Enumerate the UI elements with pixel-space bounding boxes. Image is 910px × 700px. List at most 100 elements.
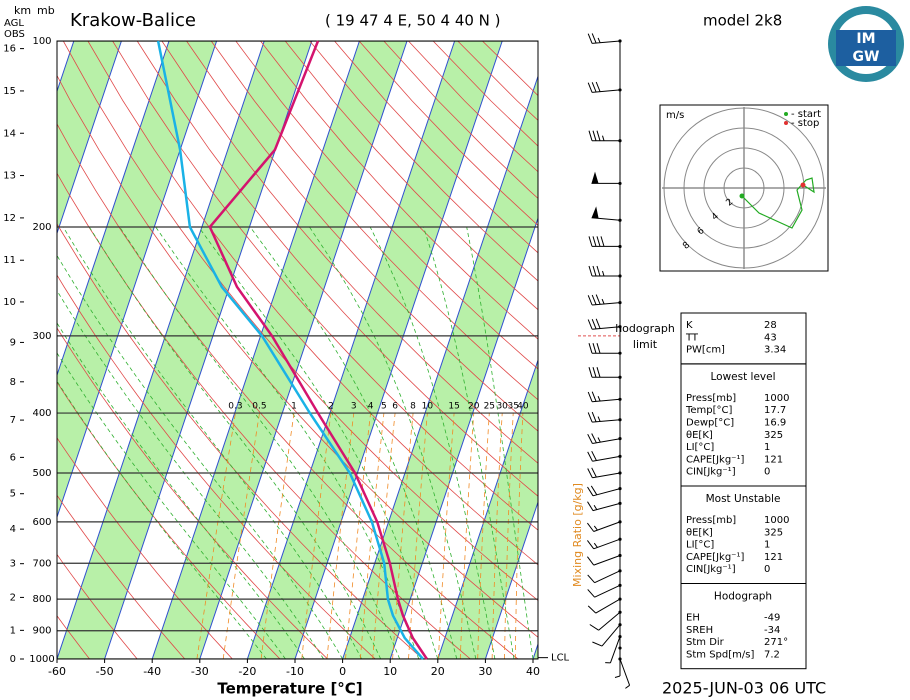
wind-barb bbox=[587, 81, 621, 93]
y-tick-label: 100 bbox=[32, 36, 51, 47]
coords: ( 19 47 4 E, 50 4 40 N ) bbox=[325, 12, 501, 30]
wind-barb bbox=[587, 521, 621, 532]
wind-barb bbox=[588, 343, 620, 354]
x-axis-label: Temperature [°C] bbox=[217, 680, 362, 698]
wind-barb bbox=[591, 171, 620, 184]
wind-barb bbox=[588, 236, 620, 247]
wind-barb bbox=[588, 265, 620, 277]
legend-start-dot bbox=[784, 112, 788, 116]
logo-band bbox=[836, 30, 896, 66]
height-tick-label: 2 bbox=[10, 592, 16, 603]
hodo-ring-label: 8 bbox=[681, 240, 692, 252]
x-tick-label: -10 bbox=[286, 665, 304, 678]
dry-adiabat bbox=[210, 41, 538, 401]
wind-level bbox=[618, 454, 622, 458]
hodo-ring-label: 4 bbox=[710, 211, 721, 223]
section-title: Hodograph bbox=[714, 591, 772, 603]
wind-barb bbox=[587, 501, 621, 512]
mixing-ratio-tick-label: 20 bbox=[468, 402, 480, 412]
wind-barb bbox=[587, 294, 621, 306]
wind-barb bbox=[587, 570, 621, 584]
isotherm bbox=[57, 41, 170, 377]
row-label: θE[K] bbox=[686, 527, 713, 538]
height-tick-label: 10 bbox=[3, 297, 16, 308]
dry-adiabat bbox=[57, 437, 233, 659]
row-label: Press[mb] bbox=[686, 393, 736, 404]
x-tick-label: 10 bbox=[383, 665, 397, 678]
isotherm bbox=[389, 216, 538, 659]
date: 2025-JUN-03 06 UTC bbox=[662, 679, 826, 698]
isotherm bbox=[437, 358, 538, 659]
logo-top: IM bbox=[856, 31, 875, 47]
isotherm bbox=[151, 41, 360, 659]
row-value: 1 bbox=[764, 442, 770, 453]
mixing-ratio-tick-label: 25 bbox=[484, 402, 495, 412]
mixing-ratio-tick-label: 6 bbox=[392, 402, 398, 412]
row-value: 1000 bbox=[764, 393, 789, 404]
isotherm-band bbox=[57, 41, 312, 659]
hodograph-limit-label: hodograph bbox=[615, 322, 675, 335]
row-value: 271° bbox=[764, 637, 788, 648]
row-label: Stm Dir bbox=[686, 637, 725, 648]
row-value: 28 bbox=[764, 320, 777, 331]
isotherm bbox=[246, 41, 456, 659]
row-value: 43 bbox=[764, 332, 777, 343]
dry-adiabat bbox=[186, 41, 538, 432]
mixing-ratio-tick-label: 8 bbox=[410, 402, 416, 412]
row-label: θE[K] bbox=[686, 430, 713, 441]
y-tick-label: 1000 bbox=[29, 654, 54, 665]
row-value: 1 bbox=[764, 540, 770, 551]
wind-level bbox=[618, 218, 622, 222]
mixing-ratio-tick-label: 0.3 bbox=[228, 402, 242, 412]
moist-adiabat bbox=[57, 254, 343, 659]
row-label: CAPE[Jkg⁻¹] bbox=[686, 454, 744, 465]
hodo-ring bbox=[683, 127, 805, 249]
moist-adiabat bbox=[88, 226, 382, 659]
row-value: 325 bbox=[764, 430, 783, 441]
legend-start: - start bbox=[791, 109, 821, 120]
wind-barb bbox=[589, 611, 621, 631]
wind-barb bbox=[587, 391, 621, 403]
mixing-ratio-tick-label: 1 bbox=[291, 402, 297, 412]
row-label: CIN[Jkg⁻¹] bbox=[686, 467, 736, 478]
wind-level bbox=[618, 471, 622, 475]
row-label: TT bbox=[685, 332, 699, 343]
x-tick-label: -50 bbox=[96, 665, 114, 678]
wind-barb bbox=[587, 433, 621, 444]
y-tick-label: 700 bbox=[32, 558, 51, 569]
overlay: 0.3 0.5 1 2 3 4 5 6 8 10 15 20 25 30 35401002003004005… bbox=[3, 33, 826, 689]
row-label: K bbox=[686, 320, 693, 331]
dry-adiabat bbox=[57, 553, 138, 659]
moist-adiabat bbox=[369, 226, 496, 659]
row-label: Dewp[°C] bbox=[686, 418, 734, 429]
wind-barb bbox=[588, 367, 620, 378]
hodo-unit: m/s bbox=[666, 110, 684, 121]
wind-level bbox=[618, 325, 622, 329]
height-tick-label: 13 bbox=[3, 171, 16, 182]
y-tick-label: 200 bbox=[32, 222, 51, 233]
row-value: -34 bbox=[764, 625, 780, 636]
hodo-trace bbox=[741, 177, 815, 229]
row-label: CAPE[Jkg⁻¹] bbox=[686, 552, 744, 563]
dry-adiabat bbox=[161, 41, 538, 464]
row-label: Press[mb] bbox=[686, 515, 736, 526]
row-value: -49 bbox=[764, 613, 780, 624]
hodo-ring bbox=[723, 167, 765, 209]
wind-barb bbox=[587, 598, 621, 614]
section-title: Lowest level bbox=[710, 371, 775, 383]
dry-adiabat bbox=[112, 41, 538, 531]
dry-adiabat bbox=[87, 41, 538, 566]
y-tick-label: 400 bbox=[32, 408, 51, 419]
wind-barb bbox=[587, 33, 621, 44]
dry-adiabat bbox=[57, 74, 538, 638]
isotherm bbox=[57, 41, 122, 235]
wind-barb bbox=[587, 467, 621, 479]
row-label: SREH bbox=[686, 625, 713, 636]
moist-adiabat bbox=[423, 226, 515, 659]
isotherm bbox=[57, 41, 218, 519]
obs-label: OBS bbox=[4, 29, 25, 40]
row-label: Stm Spd[m/s] bbox=[686, 649, 754, 660]
wind-level bbox=[618, 501, 622, 505]
dry-adiabat bbox=[260, 41, 538, 340]
wind-barb bbox=[614, 648, 621, 678]
